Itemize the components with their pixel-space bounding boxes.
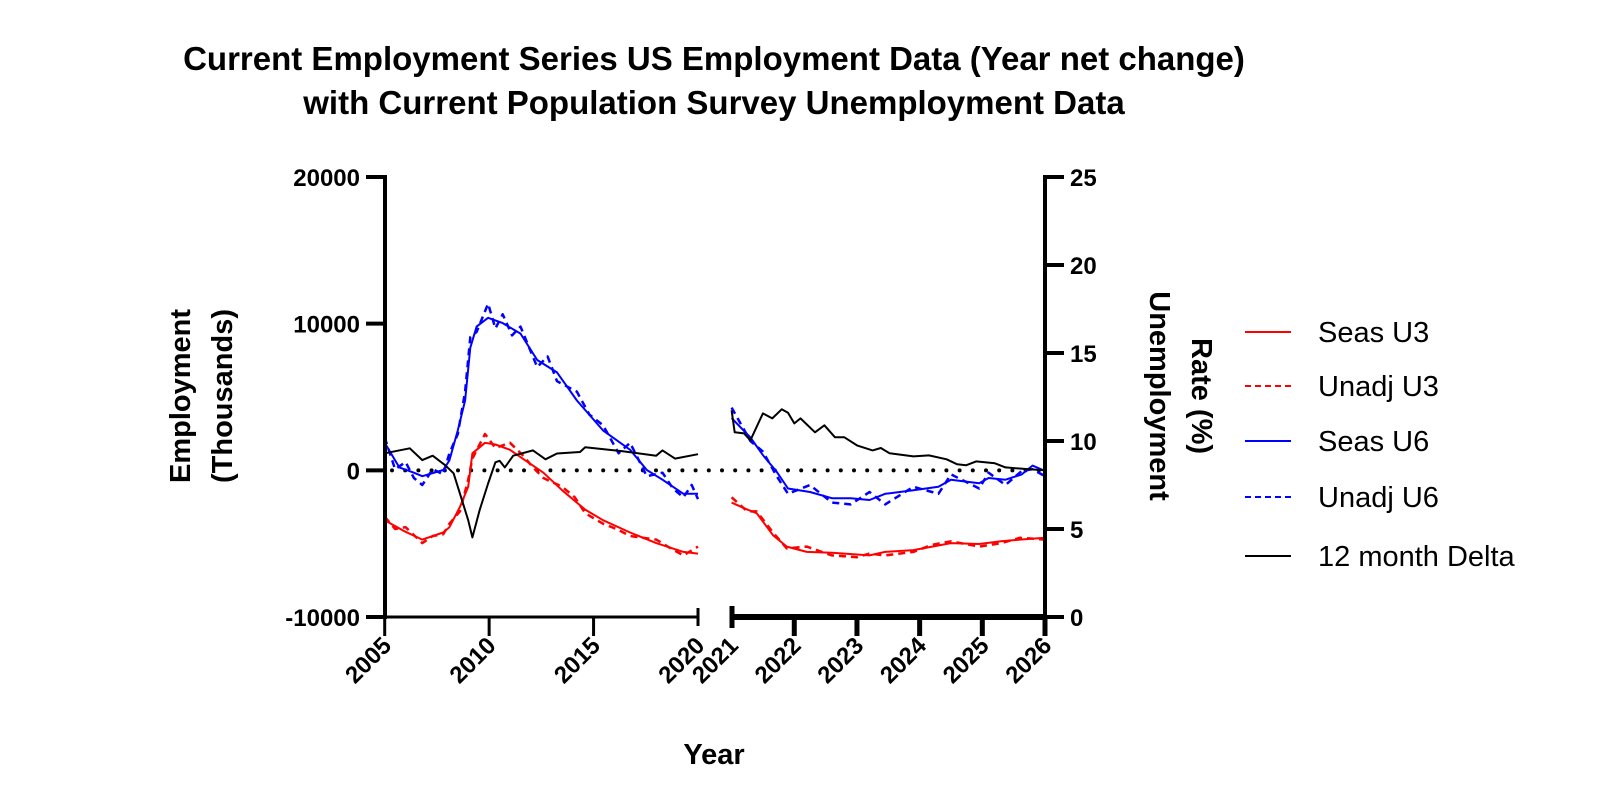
series-line-seas-u3-segment-2	[731, 501, 1046, 557]
zero-line-dot	[390, 468, 394, 473]
zero-line-dot	[667, 468, 672, 473]
right-y-tick-label: 15	[1070, 341, 1097, 368]
left-y-tick-label: -10000	[285, 605, 360, 632]
x-tick-label: 2015	[549, 632, 606, 689]
left-y-tick-label: 20000	[293, 165, 360, 192]
zero-line-dot	[944, 468, 949, 473]
zero-line-dot	[706, 468, 711, 473]
series-line-unadj-u6-segment-1	[383, 302, 700, 500]
zero-line-dot	[733, 468, 738, 473]
zero-line-dot	[693, 468, 698, 473]
x-axis-label: Year	[683, 739, 744, 771]
x-tick-label: 2025	[938, 632, 995, 689]
legend: Seas U3 Unadj U3 Seas U6 Unadj U6 12 month D…	[1245, 317, 1516, 573]
right-y-axis-label-line-2: Rate (%)	[1185, 338, 1217, 454]
legend-label: Seas U6	[1318, 426, 1429, 458]
x-tick-label: 2023	[812, 632, 869, 689]
zero-line-dot	[891, 468, 896, 473]
chart-title-line-2: with Current Population Survey Unemploym…	[302, 84, 1125, 121]
zero-line-dot	[812, 468, 817, 473]
zero-line-dot	[984, 468, 988, 473]
right-y-axis-label-line-1: Unemployment	[1143, 291, 1175, 501]
zero-line-dot	[918, 468, 922, 473]
chart-title-line-1: Current Employment Series US Employment …	[183, 40, 1245, 77]
x-tick-label: 2005	[340, 632, 397, 689]
zero-line-dot	[522, 468, 526, 473]
left-y-tick-label: 10000	[293, 312, 360, 339]
zero-line-dot	[614, 468, 619, 473]
legend-label: Seas U3	[1318, 317, 1429, 349]
zero-line-dot	[746, 468, 751, 473]
zero-line-dot	[852, 468, 856, 473]
zero-line-dot	[456, 468, 460, 473]
series-line-12-month-delta-segment-2	[730, 408, 1046, 472]
zero-line-dot	[904, 468, 909, 473]
right-y-tick-label: 5	[1070, 517, 1083, 544]
zero-line-dot	[680, 468, 685, 473]
zero-line-dot	[654, 468, 658, 473]
zero-line-dot	[878, 468, 883, 473]
x-tick-label: 2024	[875, 632, 932, 689]
plot-area	[383, 302, 1046, 559]
series-line-unadj-u3-segment-1	[383, 432, 699, 557]
left-y-tick-label: 0	[347, 458, 360, 485]
series-line-unadj-u3-segment-2	[730, 496, 1046, 559]
zero-line-dot	[561, 468, 566, 473]
zero-line-dot	[588, 468, 592, 473]
zero-line-dot	[759, 468, 764, 473]
series-line-12-month-delta-segment-1	[384, 446, 699, 539]
zero-line-dot	[799, 468, 804, 473]
x-tick-label: 2026	[1000, 632, 1057, 689]
legend-label: Unadj U3	[1318, 371, 1439, 403]
zero-line-dot	[1010, 468, 1015, 473]
series-line-unadj-u6-segment-2	[730, 406, 1046, 506]
zero-line-dot	[482, 468, 487, 473]
left-y-axis-label-line-2: (Thousands)	[207, 309, 239, 483]
series-line-seas-u6-segment-1	[383, 316, 698, 495]
zero-line-dot	[574, 468, 579, 473]
zero-line-dot	[786, 468, 790, 473]
zero-line-dot	[601, 468, 606, 473]
right-y-tick-label: 0	[1070, 605, 1083, 632]
zero-line-dot	[957, 468, 962, 473]
series-line-seas-u6-segment-2	[730, 417, 1046, 501]
x-tick-label: 2022	[750, 632, 807, 689]
right-y-tick-label: 10	[1070, 429, 1097, 456]
zero-line-dot	[865, 468, 870, 473]
zero-line-dot	[548, 468, 553, 473]
legend-label: Unadj U6	[1318, 482, 1439, 514]
zero-line-dot	[825, 468, 830, 473]
right-y-tick-label: 20	[1070, 253, 1097, 280]
x-tick-label: 2010	[445, 632, 502, 689]
zero-line-dot	[970, 468, 975, 473]
zero-line-dot	[627, 468, 632, 473]
legend-label: 12 month Delta	[1318, 541, 1516, 573]
zero-line-dot	[720, 468, 724, 473]
zero-line-dot	[931, 468, 936, 473]
left-y-axis-label-line-1: Employment	[165, 309, 197, 483]
zero-line-dot	[997, 468, 1002, 473]
right-y-tick-label: 25	[1070, 165, 1097, 192]
zero-line-dot	[416, 468, 421, 473]
zero-line-dot	[838, 468, 843, 473]
zero-line-dot	[495, 468, 500, 473]
zero-line-dot	[508, 468, 513, 473]
